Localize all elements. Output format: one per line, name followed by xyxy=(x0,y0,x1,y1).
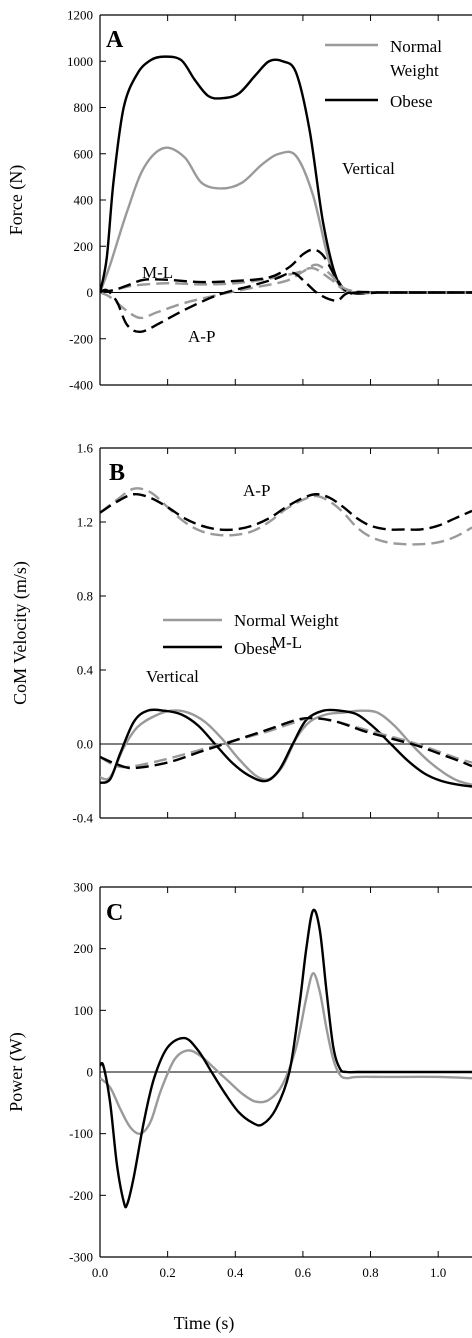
annotation-vertical: Vertical xyxy=(342,159,395,178)
x-tick-label: 1.0 xyxy=(430,1265,446,1280)
y-tick-label: 0.8 xyxy=(77,589,93,604)
y-tick-label: 1000 xyxy=(67,54,93,69)
series-normal-weight-a-p xyxy=(100,263,472,320)
series-normal-weight xyxy=(100,972,472,1136)
panel-b: -0.4 0.0 0.4 0.8 1.2 1.6 CoM Velocity (m/s) B A-… xyxy=(10,441,472,826)
legend: Normal Weight Obese xyxy=(163,611,339,658)
y-tick-label: 1.6 xyxy=(77,441,94,456)
y-axis-title: Force (N) xyxy=(6,165,27,235)
panel-label: A xyxy=(106,27,124,53)
legend-label: Normal Weight xyxy=(234,611,339,630)
y-axis-title: Power (W) xyxy=(6,1032,27,1111)
series-group xyxy=(100,908,472,1209)
y-tick-label: 300 xyxy=(74,880,94,895)
panel-label: C xyxy=(106,900,123,926)
x-tick-label: 0.0 xyxy=(92,1265,108,1280)
annotation-a-p: A-P xyxy=(243,481,270,500)
panel-label: B xyxy=(109,460,125,486)
x-tick-label: 0.8 xyxy=(362,1265,378,1280)
y-tick-label: 0 xyxy=(87,285,94,300)
x-axis-title: Time (s) xyxy=(174,1313,235,1334)
y-tick-label: 0 xyxy=(87,1065,94,1080)
legend: Normal Weight Obese xyxy=(325,37,442,111)
legend-label: Obese xyxy=(390,92,432,111)
y-tick-label: 600 xyxy=(74,146,94,161)
series-normal-weight-a-p xyxy=(100,487,472,546)
y-axis-title: CoM Velocity (m/s) xyxy=(10,561,31,705)
panel-a: -400 -200 0 200 400 600 800 1000 1200 Force (N) A V… xyxy=(6,8,472,393)
y-tick-label: -400 xyxy=(69,378,93,393)
y-tick-label: -0.4 xyxy=(72,811,93,826)
series-obese-a-p xyxy=(100,492,472,532)
series-normal-weight-vertical xyxy=(100,709,472,786)
y-tick-label: 400 xyxy=(74,193,94,208)
series-obese-vertical xyxy=(100,708,472,788)
y-tick-label: 100 xyxy=(74,1003,94,1018)
y-tick-label: 200 xyxy=(74,941,94,956)
y-tick-label: 200 xyxy=(74,239,94,254)
y-tick-label: -200 xyxy=(69,1188,93,1203)
annotation-m-l: M-L xyxy=(142,263,173,282)
annotation-m-l: M-L xyxy=(271,633,302,652)
series-obese-vertical xyxy=(100,55,472,295)
y-tick-label: 0.0 xyxy=(77,737,93,752)
annotation-vertical: Vertical xyxy=(146,667,199,686)
y-tick-label: -200 xyxy=(69,331,93,346)
series-group xyxy=(100,487,472,788)
y-tick-label: 800 xyxy=(74,100,94,115)
series-obese-m-l xyxy=(100,716,472,770)
y-tick-label: -100 xyxy=(69,1126,93,1141)
y-tick-label: 0.4 xyxy=(77,663,94,678)
y-tick-label: 1200 xyxy=(67,8,93,23)
legend-label: Obese xyxy=(234,639,276,658)
annotation-a-p: A-P xyxy=(188,327,215,346)
x-tick-label: 0.2 xyxy=(160,1265,176,1280)
legend-label: Normal xyxy=(390,37,442,56)
series-obese xyxy=(100,908,472,1209)
x-tick-label: 0.6 xyxy=(295,1265,312,1280)
series-obese-a-p xyxy=(100,271,472,334)
x-tick-label: 0.4 xyxy=(227,1265,244,1280)
panel-c: -300 -200 -100 0 100 200 300 0.0 0.2 0.4 0.6 0.8 1.0… xyxy=(6,880,472,1334)
series-group xyxy=(100,55,472,334)
legend-label: Weight xyxy=(390,61,439,80)
y-tick-label: -300 xyxy=(69,1250,93,1265)
y-tick-label: 1.2 xyxy=(77,515,93,530)
